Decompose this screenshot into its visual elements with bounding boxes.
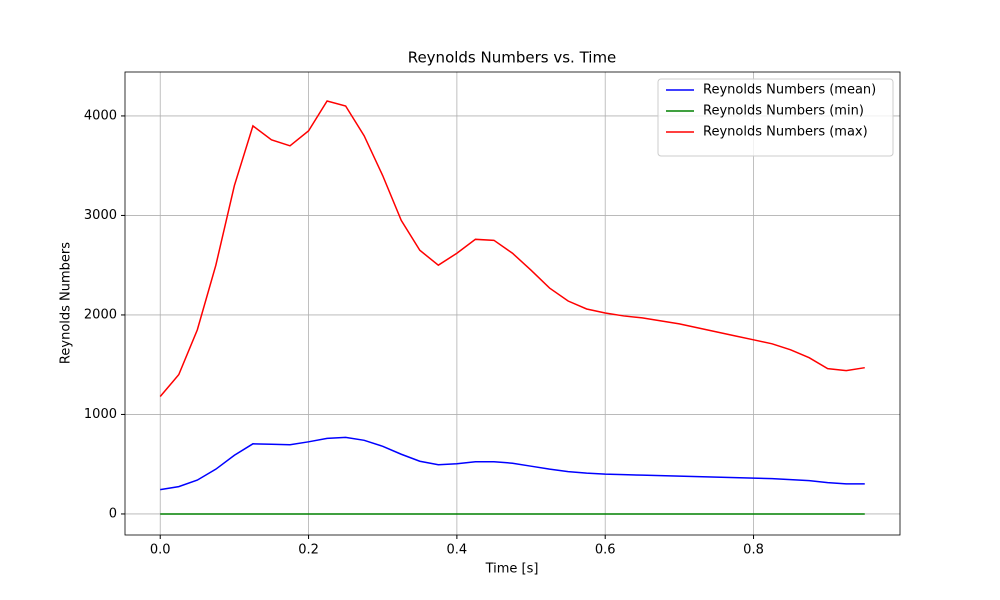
x-axis-label: Time [s]: [485, 562, 539, 577]
y-tick-label: 3000: [84, 208, 117, 223]
legend-box: [657, 78, 894, 157]
x-tick-label: 0.0: [150, 543, 171, 558]
x-tick-label: 0.6: [595, 543, 616, 558]
legend-label: Reynolds Numbers (min): [703, 104, 864, 119]
y-tick-label: 4000: [84, 108, 117, 123]
data-line: [159, 100, 865, 398]
y-tick-label: 0: [109, 506, 117, 521]
chart-title: Reynolds Numbers vs. Time: [408, 49, 617, 67]
x-tick-label: 0.2: [298, 543, 319, 558]
y-axis-label: Reynolds Numbers: [59, 242, 74, 364]
y-tick-label: 2000: [84, 307, 117, 322]
legend-label: Reynolds Numbers (mean): [703, 83, 876, 98]
x-tick-label: 0.4: [447, 543, 468, 558]
legend-label: Reynolds Numbers (max): [703, 125, 868, 140]
data-line: [160, 436, 865, 491]
x-tick-label: 0.8: [743, 543, 764, 558]
y-tick-label: 1000: [84, 407, 117, 422]
plot-frame: [124, 71, 901, 536]
